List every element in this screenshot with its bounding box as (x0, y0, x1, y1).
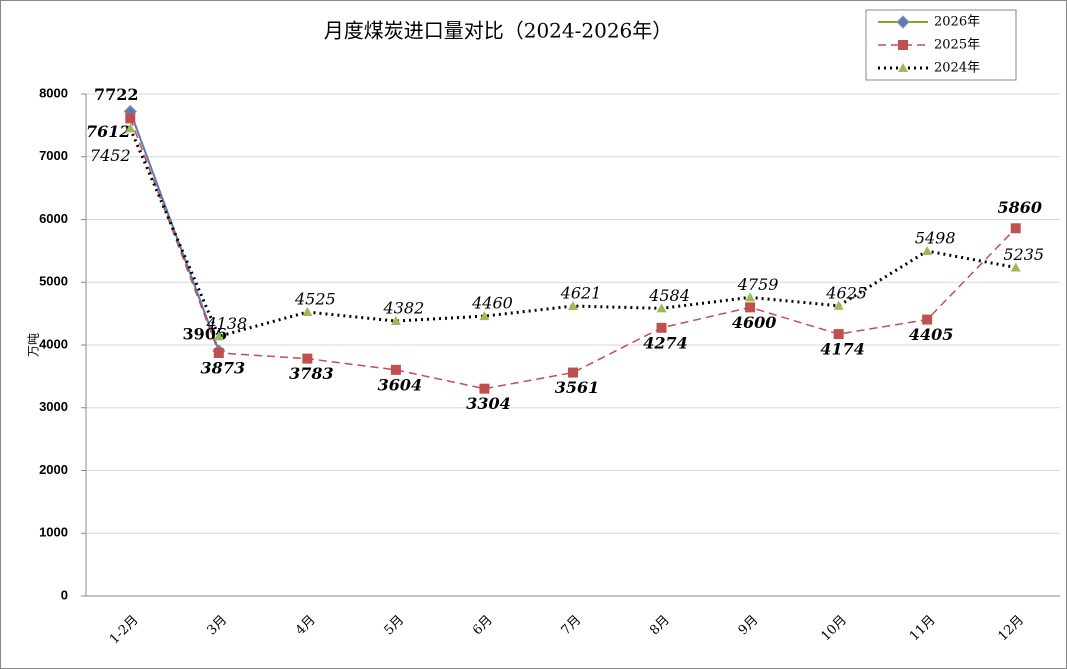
legend-label: 2024年 (934, 61, 980, 76)
data-label: 3604 (378, 375, 423, 394)
marker (125, 113, 136, 124)
marker (745, 292, 756, 302)
data-label: 4525 (294, 290, 336, 309)
y-tick-label: 5000 (39, 274, 68, 289)
chart-title: 月度煤炭进口量对比（2024-2026年） (324, 19, 673, 43)
legend-label: 2025年 (934, 38, 980, 53)
data-label: 7722 (94, 85, 139, 104)
marker (213, 347, 224, 358)
marker (390, 364, 401, 375)
marker (125, 123, 136, 133)
data-label: 4759 (737, 275, 779, 294)
data-label: 4621 (560, 284, 602, 303)
marker (898, 63, 908, 72)
marker (656, 322, 667, 333)
data-label: 5860 (997, 198, 1042, 217)
marker (479, 311, 490, 321)
data-label: 7452 (90, 146, 131, 165)
y-tick-label: 8000 (39, 85, 68, 100)
data-label: 4460 (471, 294, 513, 313)
data-label: 4138 (205, 314, 247, 333)
marker (1010, 262, 1021, 272)
data-label: 5235 (1003, 245, 1044, 264)
y-tick-label: 0 (61, 587, 68, 602)
marker (390, 316, 401, 326)
data-label: 4174 (820, 340, 865, 359)
marker (479, 383, 490, 394)
data-label: 3561 (555, 378, 600, 397)
marker (922, 314, 933, 325)
data-label: 5498 (915, 229, 956, 248)
marker (1010, 223, 1021, 234)
marker (833, 329, 844, 340)
marker (302, 307, 313, 317)
legend-label: 2026年 (934, 15, 980, 30)
data-label: 4274 (643, 333, 688, 352)
data-label: 4405 (909, 325, 954, 344)
y-tick-label: 7000 (39, 148, 68, 163)
y-tick-label: 4000 (39, 336, 68, 351)
y-tick-label: 2000 (39, 462, 68, 477)
data-label: 4600 (732, 313, 777, 332)
y-tick-label: 3000 (39, 399, 68, 414)
y-axis-label: 万吨 (27, 333, 41, 357)
data-label: 4382 (383, 299, 425, 318)
data-label: 4625 (825, 283, 867, 302)
data-label: 7612 (86, 122, 131, 141)
marker (302, 353, 313, 364)
marker (896, 15, 910, 29)
marker (656, 303, 667, 313)
series-line (129, 111, 220, 352)
marker (213, 331, 224, 341)
marker (568, 367, 578, 378)
marker (922, 246, 933, 256)
data-label: 4584 (648, 286, 690, 305)
marker (568, 301, 578, 311)
marker (833, 300, 844, 310)
marker (898, 40, 908, 50)
y-tick-label: 1000 (39, 525, 68, 540)
data-label: 3304 (466, 394, 511, 413)
y-tick-label: 6000 (39, 211, 68, 226)
marker (745, 302, 756, 313)
data-label: 3873 (201, 358, 246, 377)
data-label: 3783 (289, 364, 334, 383)
